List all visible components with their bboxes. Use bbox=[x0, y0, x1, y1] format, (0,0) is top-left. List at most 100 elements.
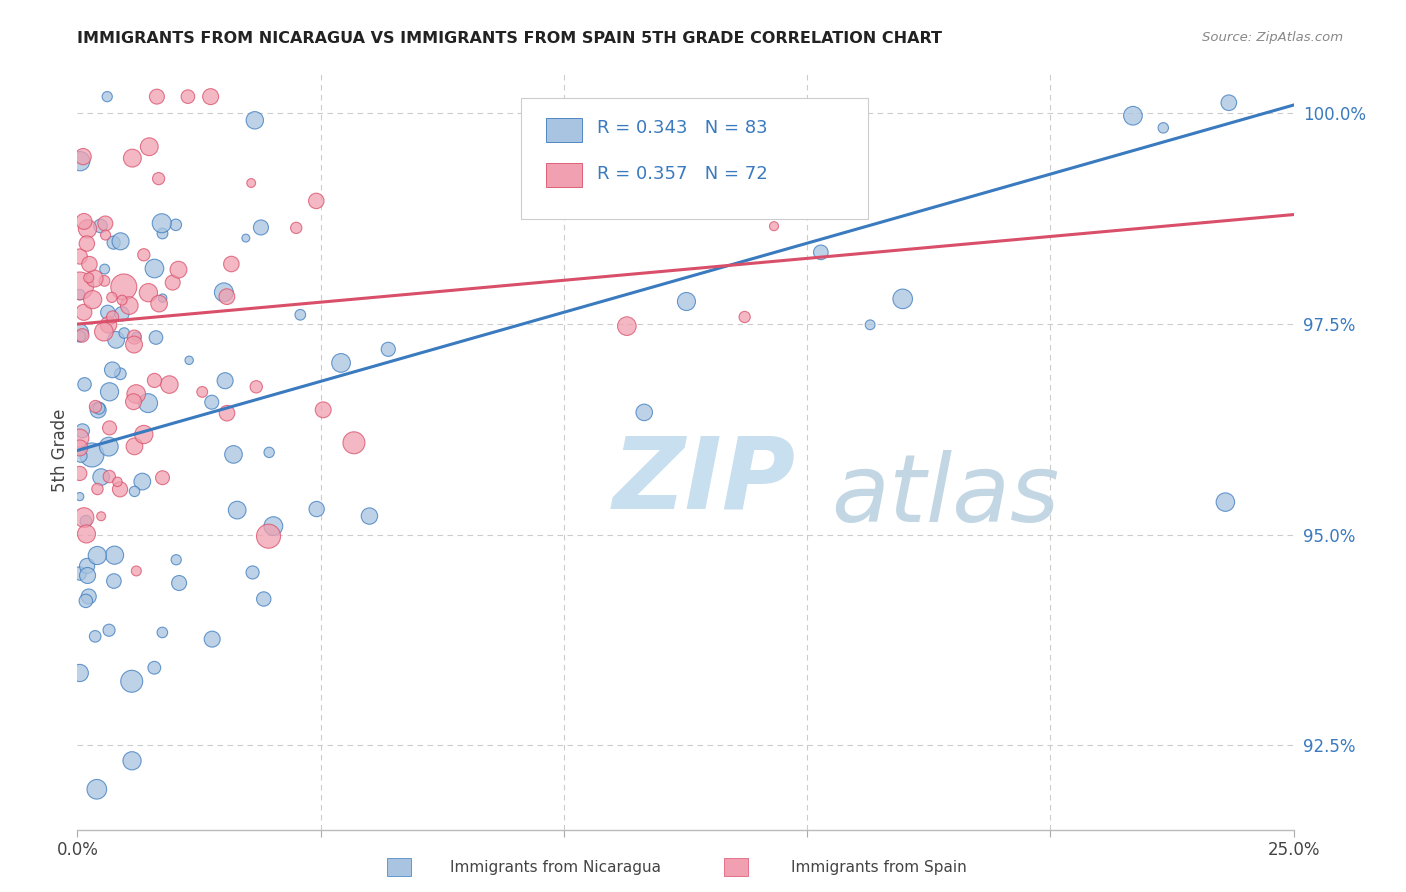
Point bbox=[148, 296, 170, 310]
Point bbox=[101, 310, 124, 324]
Point bbox=[103, 548, 125, 562]
Point bbox=[675, 294, 697, 309]
Point bbox=[87, 403, 110, 417]
Point bbox=[138, 285, 160, 300]
Point bbox=[122, 394, 145, 409]
Point bbox=[201, 395, 224, 409]
Point bbox=[93, 325, 115, 339]
Point bbox=[165, 553, 187, 567]
Point bbox=[98, 384, 121, 399]
Point bbox=[75, 527, 97, 541]
Point bbox=[240, 176, 263, 190]
Point bbox=[167, 576, 190, 591]
Bar bbox=[546, 163, 582, 187]
Point bbox=[167, 262, 190, 277]
Point bbox=[285, 220, 308, 235]
Point bbox=[72, 424, 94, 438]
Point bbox=[69, 566, 91, 581]
Point bbox=[696, 137, 718, 152]
Point bbox=[69, 326, 91, 340]
Text: ZIP: ZIP bbox=[613, 433, 796, 529]
Point bbox=[132, 427, 155, 442]
Point bbox=[150, 625, 173, 640]
Point bbox=[112, 280, 135, 294]
Point bbox=[111, 293, 134, 307]
Point bbox=[75, 594, 97, 608]
Point bbox=[330, 356, 353, 370]
Point bbox=[179, 353, 201, 368]
Point bbox=[121, 674, 143, 689]
Point bbox=[343, 435, 366, 450]
Point bbox=[86, 782, 108, 797]
Text: IMMIGRANTS FROM NICARAGUA VS IMMIGRANTS FROM SPAIN 5TH GRADE CORRELATION CHART: IMMIGRANTS FROM NICARAGUA VS IMMIGRANTS … bbox=[77, 31, 942, 46]
Point bbox=[165, 218, 187, 232]
Point bbox=[98, 421, 121, 435]
Point bbox=[93, 262, 115, 277]
Point bbox=[93, 274, 115, 288]
Point bbox=[112, 326, 135, 340]
Point bbox=[101, 290, 124, 304]
Point bbox=[105, 333, 128, 347]
Point bbox=[253, 592, 276, 607]
Point bbox=[212, 285, 235, 300]
Point bbox=[90, 470, 112, 484]
Point bbox=[138, 139, 160, 153]
Point bbox=[312, 402, 335, 417]
Point bbox=[146, 89, 169, 103]
Point bbox=[79, 257, 101, 271]
Point bbox=[73, 305, 96, 319]
Point bbox=[891, 292, 914, 306]
Point bbox=[124, 330, 146, 344]
Point bbox=[359, 509, 381, 524]
Point bbox=[69, 154, 91, 169]
Text: R = 0.357   N = 72: R = 0.357 N = 72 bbox=[596, 165, 768, 183]
Point bbox=[1152, 120, 1174, 135]
Point bbox=[136, 396, 159, 410]
Point bbox=[82, 293, 104, 307]
Point bbox=[1215, 495, 1237, 509]
Bar bbox=[387, 858, 411, 876]
Point bbox=[69, 431, 91, 445]
Point bbox=[150, 216, 173, 230]
Point bbox=[245, 380, 267, 394]
Point bbox=[73, 214, 96, 228]
Point bbox=[143, 374, 166, 388]
Point bbox=[121, 151, 143, 165]
Point bbox=[810, 245, 832, 260]
Point bbox=[257, 529, 280, 543]
Point bbox=[177, 89, 200, 103]
Point bbox=[122, 337, 145, 351]
Bar bbox=[724, 858, 748, 876]
Point bbox=[76, 236, 98, 251]
Bar bbox=[546, 118, 582, 142]
Point bbox=[125, 564, 148, 578]
Point bbox=[148, 171, 170, 186]
FancyBboxPatch shape bbox=[522, 98, 868, 219]
Point bbox=[191, 384, 214, 399]
Point bbox=[73, 377, 96, 392]
Point bbox=[94, 227, 117, 242]
Point bbox=[201, 632, 224, 647]
Point bbox=[305, 194, 328, 208]
Point bbox=[89, 219, 111, 233]
Point bbox=[377, 343, 399, 357]
Point bbox=[69, 250, 91, 264]
Point bbox=[107, 475, 129, 489]
Text: Immigrants from Nicaragua: Immigrants from Nicaragua bbox=[450, 860, 661, 874]
Point bbox=[145, 330, 167, 344]
Point bbox=[69, 449, 91, 463]
Point bbox=[152, 291, 174, 305]
Point bbox=[152, 227, 174, 241]
Point bbox=[222, 447, 245, 461]
Point bbox=[157, 377, 180, 392]
Point bbox=[215, 290, 238, 304]
Point bbox=[110, 235, 132, 249]
Point bbox=[76, 558, 98, 573]
Point bbox=[152, 471, 174, 485]
Point bbox=[250, 220, 273, 235]
Point bbox=[124, 484, 146, 499]
Point bbox=[243, 113, 266, 128]
Point bbox=[69, 467, 91, 481]
Point bbox=[84, 400, 107, 414]
Point bbox=[72, 150, 94, 164]
